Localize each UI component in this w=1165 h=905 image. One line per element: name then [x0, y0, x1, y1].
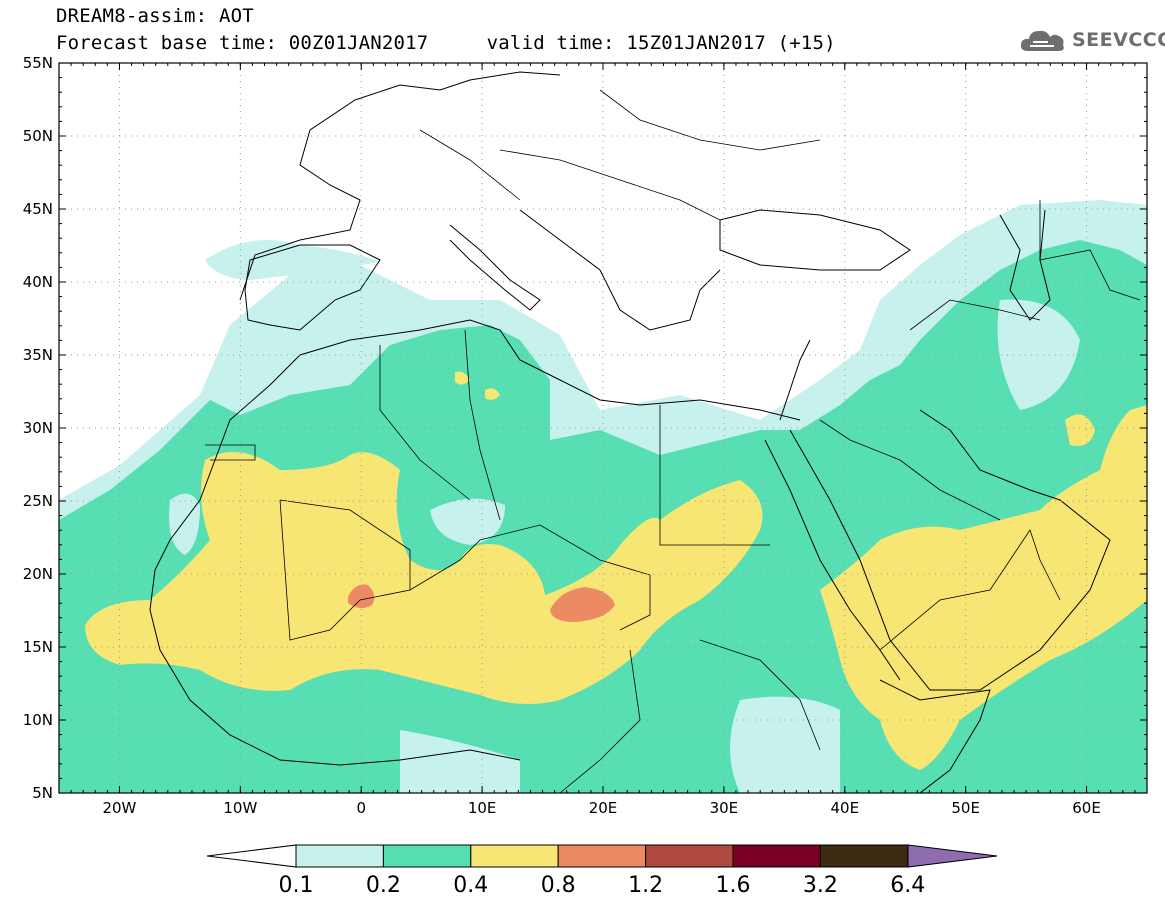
- logo-text: SEEVCCC: [1072, 29, 1165, 51]
- country-borders: [205, 89, 1141, 793]
- colorbar: 0.1 0.2 0.4 0.8 1.2 1.6 3.2 6.4: [206, 844, 998, 898]
- red-sea-coast: [764, 439, 901, 681]
- colorbar-label: 0.4: [453, 873, 488, 898]
- aot-level-0.4: [820, 405, 1147, 770]
- colorbar-label: 3.2: [803, 873, 838, 898]
- map-subtitle: Forecast base time: 00Z01JAN2017 valid t…: [56, 33, 836, 53]
- lat-tick-label: 45N: [23, 200, 53, 218]
- border: [409, 524, 651, 631]
- colorbar-box: [470, 844, 559, 868]
- valid-time: valid time: 15Z01JAN2017 (+15): [486, 32, 836, 54]
- lon-tick-label: 60E: [1072, 799, 1101, 817]
- aot-level-0.1: [430, 498, 505, 545]
- latitude-labels: 55N 50N 45N 40N 35N 30N 25N 20N 15N 10N 5N: [23, 54, 53, 802]
- gridlines: [59, 63, 1147, 793]
- iberia-coast: [244, 244, 381, 331]
- aot-level-0.1: [400, 730, 520, 793]
- colorbar-label: 1.2: [628, 873, 663, 898]
- aot-level-0.1: [730, 696, 840, 793]
- border: [419, 129, 521, 201]
- colorbar-box: [645, 844, 734, 868]
- italy-coast: [449, 224, 541, 311]
- lon-tick-label: 30E: [710, 799, 739, 817]
- border: [659, 405, 770, 546]
- west-africa-coast: [149, 459, 521, 766]
- aot-level-0.4: [485, 388, 500, 400]
- lon-tick-label: 10E: [468, 799, 497, 817]
- colorbar-label: 1.6: [716, 873, 751, 898]
- aot-level-0.1: [997, 299, 1080, 410]
- colorbar-box: [557, 844, 647, 868]
- colorbar-box: [732, 844, 821, 868]
- colorbar-labels: 0.1 0.2 0.4 0.8 1.2 1.6 3.2 6.4: [279, 873, 926, 898]
- map-title: DREAM8-assim: AOT: [56, 5, 254, 27]
- colorbar-label: 0.2: [366, 873, 401, 898]
- colorbar-box: [295, 844, 384, 868]
- north-africa-coast: [214, 319, 801, 461]
- aot-level-0.8: [550, 587, 615, 622]
- aot-level-0.4: [455, 371, 470, 385]
- lat-tick-label: 55N: [23, 54, 53, 72]
- border: [909, 299, 1041, 331]
- cloud-icon: [1020, 30, 1064, 51]
- seevccc-logo: SEEVCCC: [1018, 24, 1165, 56]
- europe-coast: [239, 71, 561, 301]
- lat-tick-label: 35N: [23, 346, 53, 364]
- lon-tick-label: 20W: [102, 799, 136, 817]
- colorbar-above-triangle: [907, 844, 998, 868]
- colorbar-boxes: [295, 844, 909, 868]
- lat-tick-label: 20N: [23, 565, 53, 583]
- lat-tick-label: 50N: [23, 127, 53, 145]
- lat-tick-label: 15N: [23, 638, 53, 656]
- lat-tick-label: 40N: [23, 273, 53, 291]
- forecast-base-time: Forecast base time: 00Z01JAN2017: [56, 32, 429, 54]
- colorbar-box: [819, 844, 909, 868]
- border: [464, 329, 501, 521]
- lat-tick-label: 25N: [23, 492, 53, 510]
- lon-tick-label: 10W: [223, 799, 257, 817]
- border: [559, 649, 641, 793]
- black-sea-coast: [719, 209, 911, 271]
- border: [379, 345, 471, 501]
- border: [819, 419, 1001, 521]
- border: [879, 529, 1061, 651]
- balkans-coast: [519, 209, 721, 331]
- lon-tick-label: 20E: [589, 799, 618, 817]
- aot-level-0.4: [1065, 414, 1095, 446]
- colorbar-box: [382, 844, 472, 868]
- border: [279, 499, 411, 641]
- lon-tick-label: 0: [356, 799, 366, 817]
- horn-coast: [879, 679, 991, 793]
- coastlines: [149, 71, 1111, 793]
- longitude-labels: 20W 10W 0 10E 20E 30E 40E 50E 60E: [102, 799, 1100, 817]
- levant-coast: [779, 339, 811, 421]
- colorbar-below-triangle: [206, 844, 297, 868]
- colorbar-label: 6.4: [890, 873, 925, 898]
- lat-tick-label: 5N: [32, 784, 53, 802]
- lat-tick-label: 30N: [23, 419, 53, 437]
- tick-marks: [58, 62, 1148, 794]
- lon-tick-label: 40E: [830, 799, 859, 817]
- arabia-coast: [789, 409, 1111, 691]
- lat-tick-label: 10N: [23, 711, 53, 729]
- aot-level-0.1: [169, 493, 200, 555]
- border: [599, 89, 821, 151]
- aot-level-0.8: [348, 584, 375, 609]
- lon-tick-label: 50E: [951, 799, 980, 817]
- colorbar-label: 0.1: [279, 873, 314, 898]
- border: [1039, 200, 1141, 301]
- border: [699, 639, 821, 751]
- colorbar-label: 0.8: [541, 873, 576, 898]
- aot-level-0.4: [85, 452, 763, 704]
- border: [499, 149, 721, 221]
- border: [205, 444, 256, 461]
